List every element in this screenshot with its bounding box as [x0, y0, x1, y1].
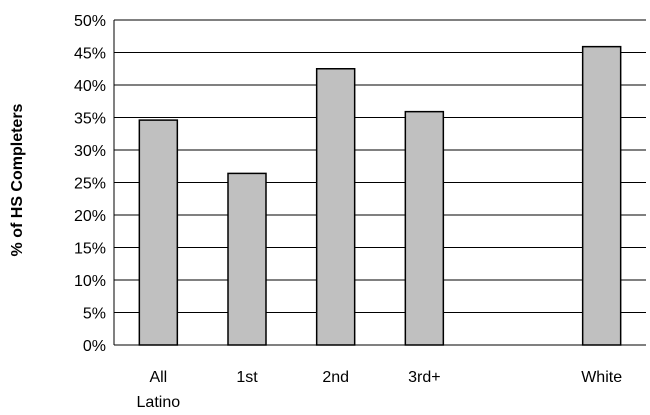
bar-white: [581, 45, 622, 346]
y-tick-label-45: 45%: [74, 46, 106, 63]
y-tick-label-25: 25%: [74, 176, 106, 193]
bars: [138, 45, 622, 346]
x-category-label-4: White: [581, 369, 622, 386]
gridlines: [114, 19, 646, 313]
bar-all-latino: [138, 119, 179, 346]
y-tick-label-15: 15%: [74, 241, 106, 258]
y-tick-label-35: 35%: [74, 111, 106, 128]
x-category-label-2: 2nd: [322, 369, 349, 386]
y-tick-label-5: 5%: [83, 306, 106, 323]
axes: [113, 20, 646, 346]
y-tick-label-50: 50%: [74, 13, 106, 30]
x-category-label-3: 3rd+: [408, 369, 440, 386]
y-tick-label-10: 10%: [74, 273, 106, 290]
y-tick-labels: 0% 5% 10% 15% 20% 25% 30% 35% 40% 45% 50%: [74, 13, 106, 355]
y-tick-label-30: 30%: [74, 143, 106, 160]
y-tick-label-20: 20%: [74, 208, 106, 225]
bar-3rd: [404, 110, 445, 346]
y-tick-label-0: 0%: [83, 338, 106, 355]
x-category-label-0: All Latino: [137, 369, 181, 411]
y-tick-label-40: 40%: [74, 78, 106, 95]
bar-1st: [227, 172, 267, 346]
bar-2nd: [315, 68, 356, 346]
x-category-label-1: 1st: [236, 369, 258, 386]
x-category-labels: All Latino 1st 2nd 3rd+ White: [137, 369, 623, 411]
y-axis-title: % of HS Completers: [9, 103, 26, 256]
